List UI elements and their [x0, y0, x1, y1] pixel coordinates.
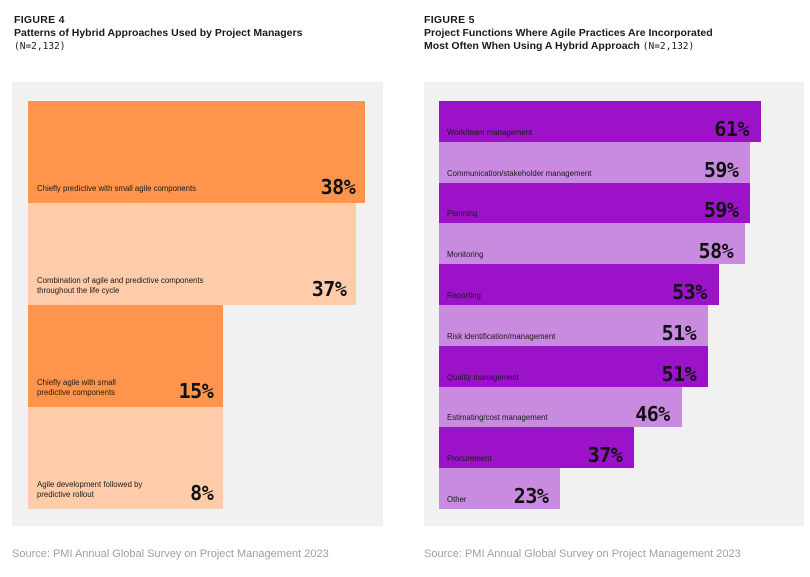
figure5-sample-size: (N=2,132) [642, 41, 695, 52]
figure5-bar-label: Estimating/cost management [447, 413, 548, 423]
figure4-sample-size: (N=2,132) [14, 41, 66, 52]
figure5-bar-label: Communication/stakeholder management [447, 168, 592, 178]
figure5-bar-value: 59% [703, 198, 739, 223]
figure4-bar-label: Combination of agile and predictive comp… [37, 276, 203, 296]
figure5-header: FIGURE 5 Project Functions Where Agile P… [424, 14, 713, 53]
figure5-bar-label: Work/team management [447, 127, 533, 137]
figure5-bar-label: Other [447, 494, 467, 504]
figure4-bar-label: Agile development followed by predictive … [37, 480, 142, 500]
figure4-bar-label-line: predictive components [37, 388, 116, 397]
figure4-bar-label-line: throughout the life cycle [37, 286, 120, 295]
figure4-label: FIGURE 4 [14, 14, 65, 26]
figure4-bar-value: 37% [311, 277, 347, 301]
figure4-bar-label-line: Combination of agile and predictive comp… [37, 276, 204, 285]
figure4-bar: Agile development followed by predictive … [28, 407, 224, 509]
figure5-bar-value: 51% [661, 361, 697, 386]
figure5-bar-label: Risk identification/management [447, 331, 556, 341]
figure4-bar-value: 8% [190, 481, 214, 505]
figure5-bar-label: Planning [447, 209, 478, 219]
figure4-bar-label: Chiefly agile with small predictive compo… [37, 378, 116, 398]
figure5-bar: Risk identification/management 51% [439, 305, 709, 346]
figure5-bar: Procurement 37% [439, 427, 635, 469]
figure4-source: Source: PMI Annual Global Survey on Proj… [12, 548, 329, 560]
figure4-title: Patterns of Hybrid Approaches Used by Pr… [14, 27, 302, 40]
figure4-bar-value: 38% [320, 175, 356, 199]
figure4-bar: Chiefly agile with small predictive compo… [28, 305, 224, 407]
figure4-bar: Chiefly predictive with small agile comp… [28, 101, 366, 203]
figure5-bar-label: Reporting [447, 290, 481, 300]
figure5-chart-panel: Work/team management 61% Communication/sta… [424, 82, 804, 526]
figure5-bar-value: 23% [513, 483, 549, 508]
figure4-bar-label-line: Chiefly agile with small [37, 378, 116, 387]
figure5-bar-label: Procurement [447, 454, 492, 464]
figure4-bar: Combination of agile and predictive comp… [28, 203, 357, 305]
figure5-bar: Planning 59% [439, 182, 751, 224]
figure5-bar: Quality management 51% [439, 345, 709, 387]
figure5-bar: Estimating/cost management 46% [439, 386, 682, 428]
figure4-bar-label: Chiefly predictive with small agile comp… [37, 184, 196, 194]
figure5-bar: Work/team management 61% [439, 101, 761, 142]
figure5-bar-value: 58% [698, 239, 734, 264]
figure5-bar: Monitoring 58% [439, 223, 746, 265]
figure5-bar-value: 59% [703, 157, 739, 182]
figure5-bar-label: Monitoring [447, 250, 484, 260]
figure5-bar: Reporting 53% [439, 264, 719, 305]
figure4-bar-label-line: Chiefly predictive with small agile comp… [37, 184, 197, 193]
figure4-bar-label-line: predictive rollout [37, 490, 94, 499]
figure4-header: FIGURE 4 Patterns of Hybrid Approaches U… [14, 14, 302, 53]
figure5-label: FIGURE 5 [424, 14, 475, 26]
figure5-bar-value: 51% [661, 320, 697, 345]
figure5-title-line-1: Project Functions Where Agile Practices … [424, 27, 713, 39]
figure5-bar-label: Quality management [447, 372, 519, 382]
figure4-title-text: Patterns of Hybrid Approaches Used by Pr… [14, 27, 303, 39]
figure4-bar-label-line: Agile development followed by [37, 480, 143, 489]
figure5-title-line-2: Most Often When Using A Hybrid Approach … [424, 40, 713, 53]
figure4-chart-panel: Chiefly predictive with small agile comp… [12, 82, 383, 526]
figure5-bar: Communication/stakeholder management 59% [439, 141, 751, 183]
figure5-bar-value: 46% [635, 402, 670, 427]
figure5-title-line-2-text: Most Often When Using A Hybrid Approach [424, 40, 640, 52]
figure5-bar-value: 61% [714, 116, 749, 141]
figure5-bar: Other 23% [439, 468, 561, 509]
figure5-bar-value: 37% [587, 443, 623, 468]
figure5-source: Source: PMI Annual Global Survey on Proj… [424, 548, 741, 560]
figure5-bar-value: 53% [672, 279, 707, 304]
figure4-bar-value: 15% [178, 379, 214, 403]
